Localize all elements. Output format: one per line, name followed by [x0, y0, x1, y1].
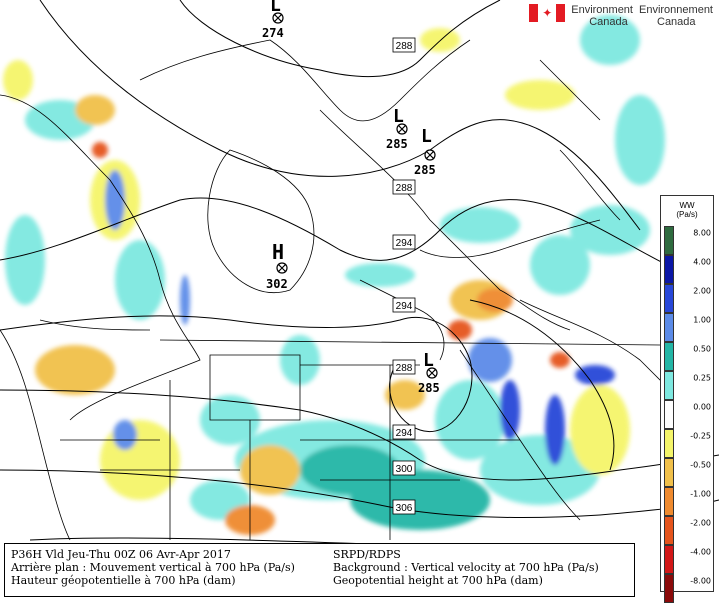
contour-label-text: 288: [396, 363, 413, 374]
legend-label: -1.00: [690, 489, 711, 499]
color-legend: WW (Pa/s) 8.00 4.00 2.00 1.00 0.50 0.25 0.00 -0…: [660, 195, 714, 603]
legend-swatch: [664, 545, 674, 574]
contour-label: 294: [392, 297, 416, 313]
legend-swatch: [664, 516, 674, 545]
contour-label: 294: [392, 234, 416, 250]
agency-name-fr: Environnement Canada: [639, 4, 713, 28]
contour-label: 288: [392, 359, 416, 375]
low-symbol: L: [393, 106, 404, 127]
legend-label: 1.00: [693, 315, 711, 325]
caption-run-info: P36H Vld Jeu-Thu 00Z 06 Avr-Apr 2017: [11, 548, 231, 561]
legend-swatch: [664, 574, 674, 603]
low-center: L 285: [386, 106, 408, 151]
legend-label: -2.00: [690, 518, 711, 528]
height-contours: [0, 0, 719, 546]
low-value: 285: [386, 137, 408, 151]
caption-background-fr: Arrière plan : Mouvement vertical à 700 …: [11, 561, 295, 574]
legend-swatch: [664, 429, 674, 458]
low-value: 285: [418, 381, 440, 395]
contour-label: 294: [392, 424, 416, 440]
low-value: 274: [262, 26, 284, 40]
map-caption: P36H Vld Jeu-Thu 00Z 06 Avr-Apr 2017 Arr…: [4, 543, 635, 597]
legend-label: 2.00: [693, 286, 711, 296]
low-symbol: L: [270, 0, 281, 16]
legend-label: 4.00: [693, 257, 711, 267]
caption-height-en: Geopotential height at 700 hPa (dam): [333, 574, 543, 587]
legend-swatch: [664, 284, 674, 313]
legend-label: -4.00: [690, 547, 711, 557]
contour-label: 300: [392, 460, 416, 476]
legend-swatch: [664, 458, 674, 487]
contour-label-text: 306: [396, 503, 413, 514]
contour-label: 288: [392, 179, 416, 195]
caption-french: P36H Vld Jeu-Thu 00Z 06 Avr-Apr 2017 Arr…: [11, 548, 295, 587]
legend-swatch: [664, 342, 674, 371]
contour-label-text: 288: [396, 41, 413, 52]
contour-label-text: 300: [396, 464, 413, 475]
legend-swatch: [664, 371, 674, 400]
high-symbol: H: [272, 240, 284, 264]
high-center: H 302: [266, 240, 288, 291]
agency-name-en: Environment Canada: [571, 4, 633, 28]
caption-model: SRPD/RDPS: [333, 548, 401, 561]
contour-label: 288: [392, 37, 416, 53]
legend-swatch: [664, 255, 674, 284]
contour-label: 306: [392, 499, 416, 515]
legend-swatch: [664, 313, 674, 342]
legend-swatch: [664, 487, 674, 516]
caption-background-en: Background : Vertical velocity at 700 hP…: [333, 561, 599, 574]
legend-swatch: [664, 400, 674, 429]
contour-label-text: 294: [396, 428, 413, 439]
low-value: 285: [414, 163, 436, 177]
low-center: L 285: [418, 350, 440, 395]
contour-label-group: 288 288 294 294 288 294 300 306: [392, 37, 416, 515]
canada-flag-icon: ✦: [529, 4, 566, 22]
contour-label-text: 288: [396, 183, 413, 194]
legend-label: -0.25: [690, 431, 711, 441]
low-symbol: L: [421, 126, 432, 147]
high-value: 302: [266, 277, 288, 291]
agency-header: ✦ Environment Canada Environnement Canad…: [529, 4, 713, 28]
pressure-centers: L 274 L 285 L 285 H 302 L 285: [262, 0, 440, 395]
legend-label: 0.50: [693, 344, 711, 354]
caption-height-fr: Hauteur géopotentielle à 700 hPa (dam): [11, 574, 236, 587]
legend-label: -0.50: [690, 460, 711, 470]
legend-label: 0.25: [693, 373, 711, 383]
contour-label-text: 294: [396, 301, 413, 312]
low-symbol: L: [423, 350, 434, 371]
contour-label-text: 294: [396, 238, 413, 249]
low-center: L 285: [414, 126, 436, 177]
legend-title: WW (Pa/s): [676, 201, 698, 219]
legend-swatch: [664, 226, 674, 255]
low-center: L 274: [262, 0, 284, 40]
legend-label: 8.00: [693, 228, 711, 238]
legend-label: -8.00: [690, 576, 711, 586]
legend-label: 0.00: [693, 402, 711, 412]
caption-english: SRPD/RDPS Background : Vertical velocity…: [333, 548, 599, 587]
geographic-boundaries: [0, 39, 701, 541]
